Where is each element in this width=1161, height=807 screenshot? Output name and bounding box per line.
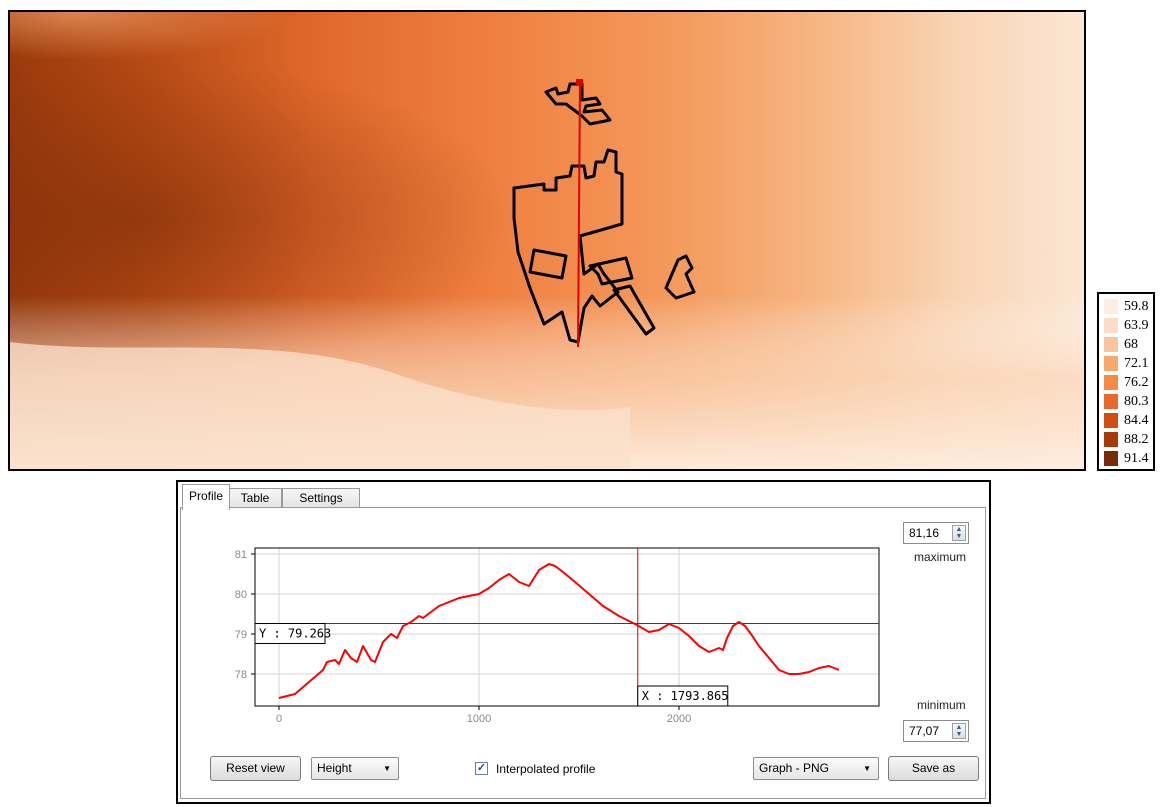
legend-label: 59.8 — [1124, 298, 1149, 314]
profile-panel: Table Settings Profile 0 1000 2000 78 79 80 81… — [176, 480, 991, 804]
minimum-caption: minimum — [917, 698, 966, 712]
interpolated-checkbox[interactable]: ✓ — [475, 762, 488, 775]
interpolated-label: Interpolated profile — [496, 762, 596, 776]
legend-swatch — [1104, 337, 1118, 352]
crosshair-y-box — [254, 622, 326, 644]
export-format-value: Graph - PNG — [759, 761, 830, 775]
chart-plot-frame — [254, 547, 880, 707]
export-format-dropdown[interactable]: Graph - PNG ▼ — [753, 757, 879, 780]
spin-arrows-icon[interactable]: ▲ ▼ — [952, 723, 966, 739]
mode-value: Height — [317, 761, 352, 775]
y-tick-label: 81 — [235, 549, 247, 561]
profile-chart[interactable]: 0 1000 2000 78 79 80 81 Y : 79.263 X : 1793.86… — [181, 508, 985, 798]
legend-entry: 68 — [1104, 335, 1153, 354]
tab-profile-label: Profile — [188, 489, 223, 503]
chart-crosshair — [255, 548, 879, 706]
legend-label: 68 — [1124, 336, 1138, 352]
x-tick-label: 2000 — [667, 713, 691, 725]
minimum-value: 77,07 — [909, 724, 940, 738]
profile-tab-content: 0 1000 2000 78 79 80 81 Y : 79.263 X : 1793.86… — [180, 507, 986, 799]
maximum-value: 81,16 — [909, 526, 940, 540]
legend-entry: 88.2 — [1104, 430, 1153, 449]
legend-label: 84.4 — [1124, 412, 1149, 428]
chevron-down-icon: ▼ — [383, 764, 391, 773]
tab-settings[interactable]: Settings — [282, 488, 360, 508]
maximum-caption: maximum — [914, 550, 967, 564]
legend-entry: 80.3 — [1104, 392, 1153, 411]
legend-swatch — [1104, 451, 1118, 466]
crosshair-y-label: Y : 79.263 — [259, 626, 331, 640]
legend-entry: 76.2 — [1104, 373, 1153, 392]
chart-series — [278, 563, 840, 699]
legend-swatch — [1104, 432, 1118, 447]
legend-swatch — [1104, 394, 1118, 409]
tab-table-label: Table — [240, 491, 270, 505]
maximum-spinbox[interactable]: 81,16 ▲ ▼ — [903, 522, 969, 544]
legend-label: 88.2 — [1124, 431, 1149, 447]
crosshair-x-box — [637, 685, 729, 707]
legend-swatch — [1104, 413, 1118, 428]
survey-parcels[interactable] — [512, 82, 696, 344]
legend-entry: 84.4 — [1104, 411, 1153, 430]
legend-label: 76.2 — [1124, 374, 1149, 390]
crosshair-x-label: X : 1793.865 — [642, 689, 729, 703]
elevation-map[interactable] — [8, 10, 1086, 471]
profile-transect-line[interactable] — [577, 81, 581, 348]
tab-profile[interactable]: Profile — [182, 484, 230, 510]
legend-label: 80.3 — [1124, 393, 1149, 409]
mode-dropdown[interactable]: Height ▼ — [311, 757, 399, 780]
transect-start-marker[interactable] — [576, 79, 583, 86]
y-tick-label: 80 — [235, 589, 247, 601]
tab-table[interactable]: Table — [228, 488, 282, 508]
legend-label: 72.1 — [1124, 355, 1149, 371]
x-tick-label: 0 — [276, 713, 282, 725]
elevation-profile-line — [278, 563, 840, 699]
y-tick-label: 79 — [235, 629, 247, 641]
chevron-down-icon: ▼ — [863, 764, 871, 773]
chart-tick-labels: 0 1000 2000 78 79 80 81 — [235, 549, 691, 725]
x-tick-label: 1000 — [467, 713, 491, 725]
legend-swatch — [1104, 356, 1118, 371]
tab-bar: Table Settings Profile — [180, 484, 980, 510]
save-as-button[interactable]: Save as — [888, 756, 979, 781]
map-canvas[interactable] — [10, 12, 1084, 469]
spin-arrows-icon[interactable]: ▲ ▼ — [952, 525, 966, 541]
check-icon: ✓ — [476, 762, 487, 774]
legend-entry: 59.8 — [1104, 297, 1153, 316]
color-legend: 59.8 63.9 68 72.1 76.2 80.3 84.4 88.2 91.4 — [1097, 292, 1155, 471]
minimum-spinbox[interactable]: 77,07 ▲ ▼ — [903, 720, 969, 742]
legend-entry: 63.9 — [1104, 316, 1153, 335]
legend-swatch — [1104, 375, 1118, 390]
chart-grid — [255, 548, 879, 706]
legend-swatch — [1104, 299, 1118, 314]
tab-settings-label: Settings — [299, 491, 343, 505]
legend-label: 63.9 — [1124, 317, 1149, 333]
y-tick-label: 78 — [235, 669, 247, 681]
map-raster-valley — [10, 342, 630, 469]
legend-entry: 91.4 — [1104, 449, 1153, 468]
legend-swatch — [1104, 318, 1118, 333]
reset-view-button[interactable]: Reset view — [210, 756, 301, 781]
crosshair-labels: Y : 79.263 X : 1793.865 — [254, 622, 729, 707]
legend-label: 91.4 — [1124, 450, 1149, 466]
legend-entry: 72.1 — [1104, 354, 1153, 373]
